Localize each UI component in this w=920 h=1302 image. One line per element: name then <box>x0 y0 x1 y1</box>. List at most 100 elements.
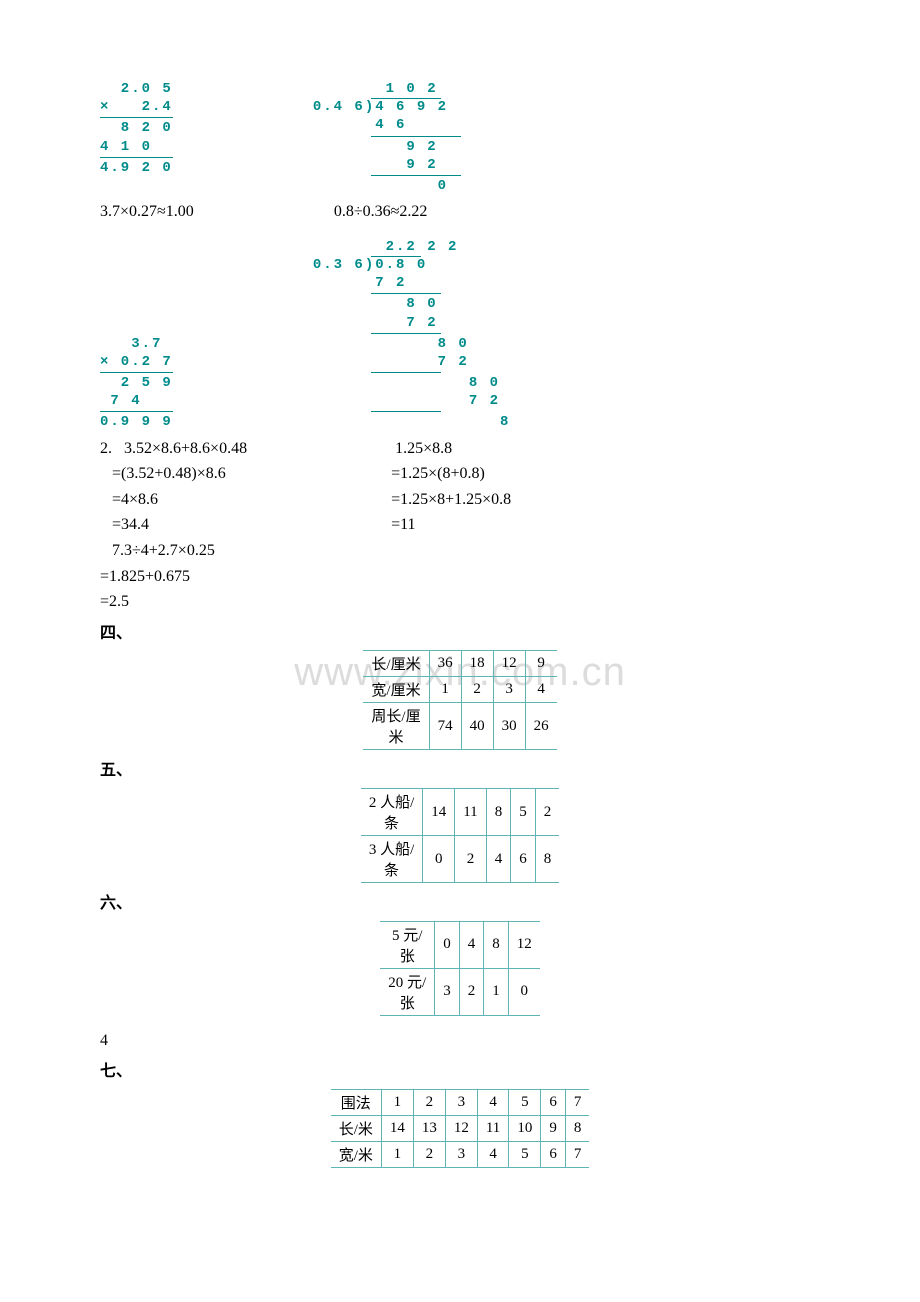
div2-step: 8 0 <box>313 295 511 313</box>
div2-rule <box>371 411 441 412</box>
div2-step: 8 0 <box>313 374 511 392</box>
section-7-table: 围法1234567长/米141312111098宽/米1234567 <box>331 1089 590 1168</box>
table-cell: 8 <box>535 836 559 883</box>
row-header: 宽/米 <box>331 1141 382 1167</box>
table-cell: 13 <box>413 1115 445 1141</box>
div1-rule <box>371 175 461 176</box>
section-5-table: 2 人船/条14118523 人船/条02468 <box>361 788 559 883</box>
multiplication-2: 3.7× 0.2 7 2 5 9 7 40.9 9 9 <box>100 335 173 432</box>
table-cell: 9 <box>525 651 557 677</box>
table-row: 周长/厘米74403026 <box>363 703 556 750</box>
table-row: 长/厘米3618129 <box>363 651 556 677</box>
mult2-line: 3.7 <box>100 335 173 353</box>
section-6-label: 六、 <box>100 891 820 917</box>
table-cell: 2 <box>459 968 484 1015</box>
problem-2: 2. 3.52×8.6+8.6×0.48 =(3.52+0.48)×8.6 =4… <box>100 436 820 615</box>
expr-left: 3.7×0.27≈1.00 <box>100 199 194 225</box>
table-cell: 12 <box>445 1115 477 1141</box>
table-cell: 0 <box>435 921 460 968</box>
div1-step: 9 2 <box>313 138 461 156</box>
div2-quotient: 2.2 2 2 <box>313 238 511 256</box>
table-cell: 8 <box>484 921 509 968</box>
mult1-rule <box>100 117 173 118</box>
table-cell: 1 <box>381 1141 413 1167</box>
table-row: 围法1234567 <box>331 1089 590 1115</box>
table-cell: 10 <box>509 1115 541 1141</box>
table-cell: 74 <box>429 703 461 750</box>
section-4-label: 四、 <box>100 621 820 647</box>
table-cell: 6 <box>511 836 536 883</box>
mult2-rule <box>100 372 173 373</box>
table-cell: 14 <box>381 1115 413 1141</box>
section-4-table-wrap: 长/厘米3618129宽/厘米1234周长/厘米74403026 <box>100 650 820 750</box>
mult2-line: 7 4 <box>100 392 173 410</box>
div2-step: 7 2 <box>313 353 511 371</box>
table-cell: 2 <box>455 836 486 883</box>
table-cell: 12 <box>493 651 525 677</box>
table-row: 3 人船/条02468 <box>361 836 559 883</box>
table-cell: 5 <box>509 1141 541 1167</box>
table-cell: 14 <box>423 789 455 836</box>
table-cell: 1 <box>381 1089 413 1115</box>
table-cell: 1 <box>429 677 461 703</box>
div2-step: 7 2 <box>313 392 511 410</box>
table-cell: 6 <box>541 1141 566 1167</box>
table-cell: 4 <box>477 1089 508 1115</box>
table-cell: 3 <box>493 677 525 703</box>
table-cell: 3 <box>445 1089 477 1115</box>
expr-right: 0.8÷0.36≈2.22 <box>334 199 428 225</box>
long-division-2: 2.2 2 20.3 6)0.8 0 7 2 8 0 7 2 8 0 7 2 8… <box>313 238 511 432</box>
table-cell: 0 <box>423 836 455 883</box>
table-cell: 3 <box>435 968 460 1015</box>
row-header: 宽/厘米 <box>363 677 429 703</box>
table-row: 5 元/张04812 <box>380 921 539 968</box>
row-header: 20 元/张 <box>380 968 434 1015</box>
row-header: 2 人船/条 <box>361 789 423 836</box>
row-header: 围法 <box>331 1089 382 1115</box>
section-7-table-wrap: 围法1234567长/米141312111098宽/米1234567 <box>100 1089 820 1168</box>
div1-quotient: 1 0 2 <box>313 80 461 98</box>
div2-vinculum <box>371 256 421 257</box>
row-header: 3 人船/条 <box>361 836 423 883</box>
table-cell: 6 <box>541 1089 566 1115</box>
div2-rule <box>371 372 441 373</box>
table-cell: 4 <box>486 836 511 883</box>
table-cell: 11 <box>455 789 486 836</box>
mult1-line: 4.9 2 0 <box>100 159 173 177</box>
calc-row-2: 3.7× 0.2 7 2 5 9 7 40.9 9 9 2.2 2 20.3 6… <box>100 225 820 432</box>
table-row: 宽/厘米1234 <box>363 677 556 703</box>
section-4-table: 长/厘米3618129宽/厘米1234周长/厘米74403026 <box>363 650 556 750</box>
table-cell: 4 <box>477 1141 508 1167</box>
div2-step: 8 0 <box>313 335 511 353</box>
multiplication-1: 2.0 5× 2.4 8 2 04 1 04.9 2 0 <box>100 80 173 195</box>
table-cell: 40 <box>461 703 493 750</box>
table-cell: 2 <box>461 677 493 703</box>
table-row: 宽/米1234567 <box>331 1141 590 1167</box>
table-cell: 2 <box>535 789 559 836</box>
div1-step: 9 2 <box>313 156 461 174</box>
problem-2-right: 1.25×8.8 =1.25×(8+0.8) =1.25×8+1.25×0.8 … <box>387 436 511 615</box>
table-cell: 30 <box>493 703 525 750</box>
row-header: 长/厘米 <box>363 651 429 677</box>
table-cell: 0 <box>508 968 540 1015</box>
table-row: 长/米141312111098 <box>331 1115 590 1141</box>
div1-vinculum <box>371 98 441 99</box>
mult2-line: 2 5 9 <box>100 374 173 392</box>
section-5-table-wrap: 2 人船/条14118523 人船/条02468 <box>100 788 820 883</box>
div2-rule <box>371 293 441 294</box>
table-cell: 3 <box>445 1141 477 1167</box>
mult2-line: 0.9 9 9 <box>100 413 173 431</box>
table-cell: 36 <box>429 651 461 677</box>
table-cell: 4 <box>459 921 484 968</box>
div1-step: 0 <box>313 177 461 195</box>
section-6-table: 5 元/张0481220 元/张3210 <box>380 921 539 1016</box>
mult1-line: × 2.4 <box>100 98 173 116</box>
table-cell: 2 <box>413 1089 445 1115</box>
table-cell: 4 <box>525 677 557 703</box>
div2-divisor-row: 0.3 6)0.8 0 <box>313 256 511 274</box>
mult1-line: 2.0 5 <box>100 80 173 98</box>
table-cell: 18 <box>461 651 493 677</box>
div2-rule <box>371 333 441 334</box>
table-cell: 1 <box>484 968 509 1015</box>
div1-divisor-row: 0.4 6)4 6 9 2 <box>313 98 461 116</box>
